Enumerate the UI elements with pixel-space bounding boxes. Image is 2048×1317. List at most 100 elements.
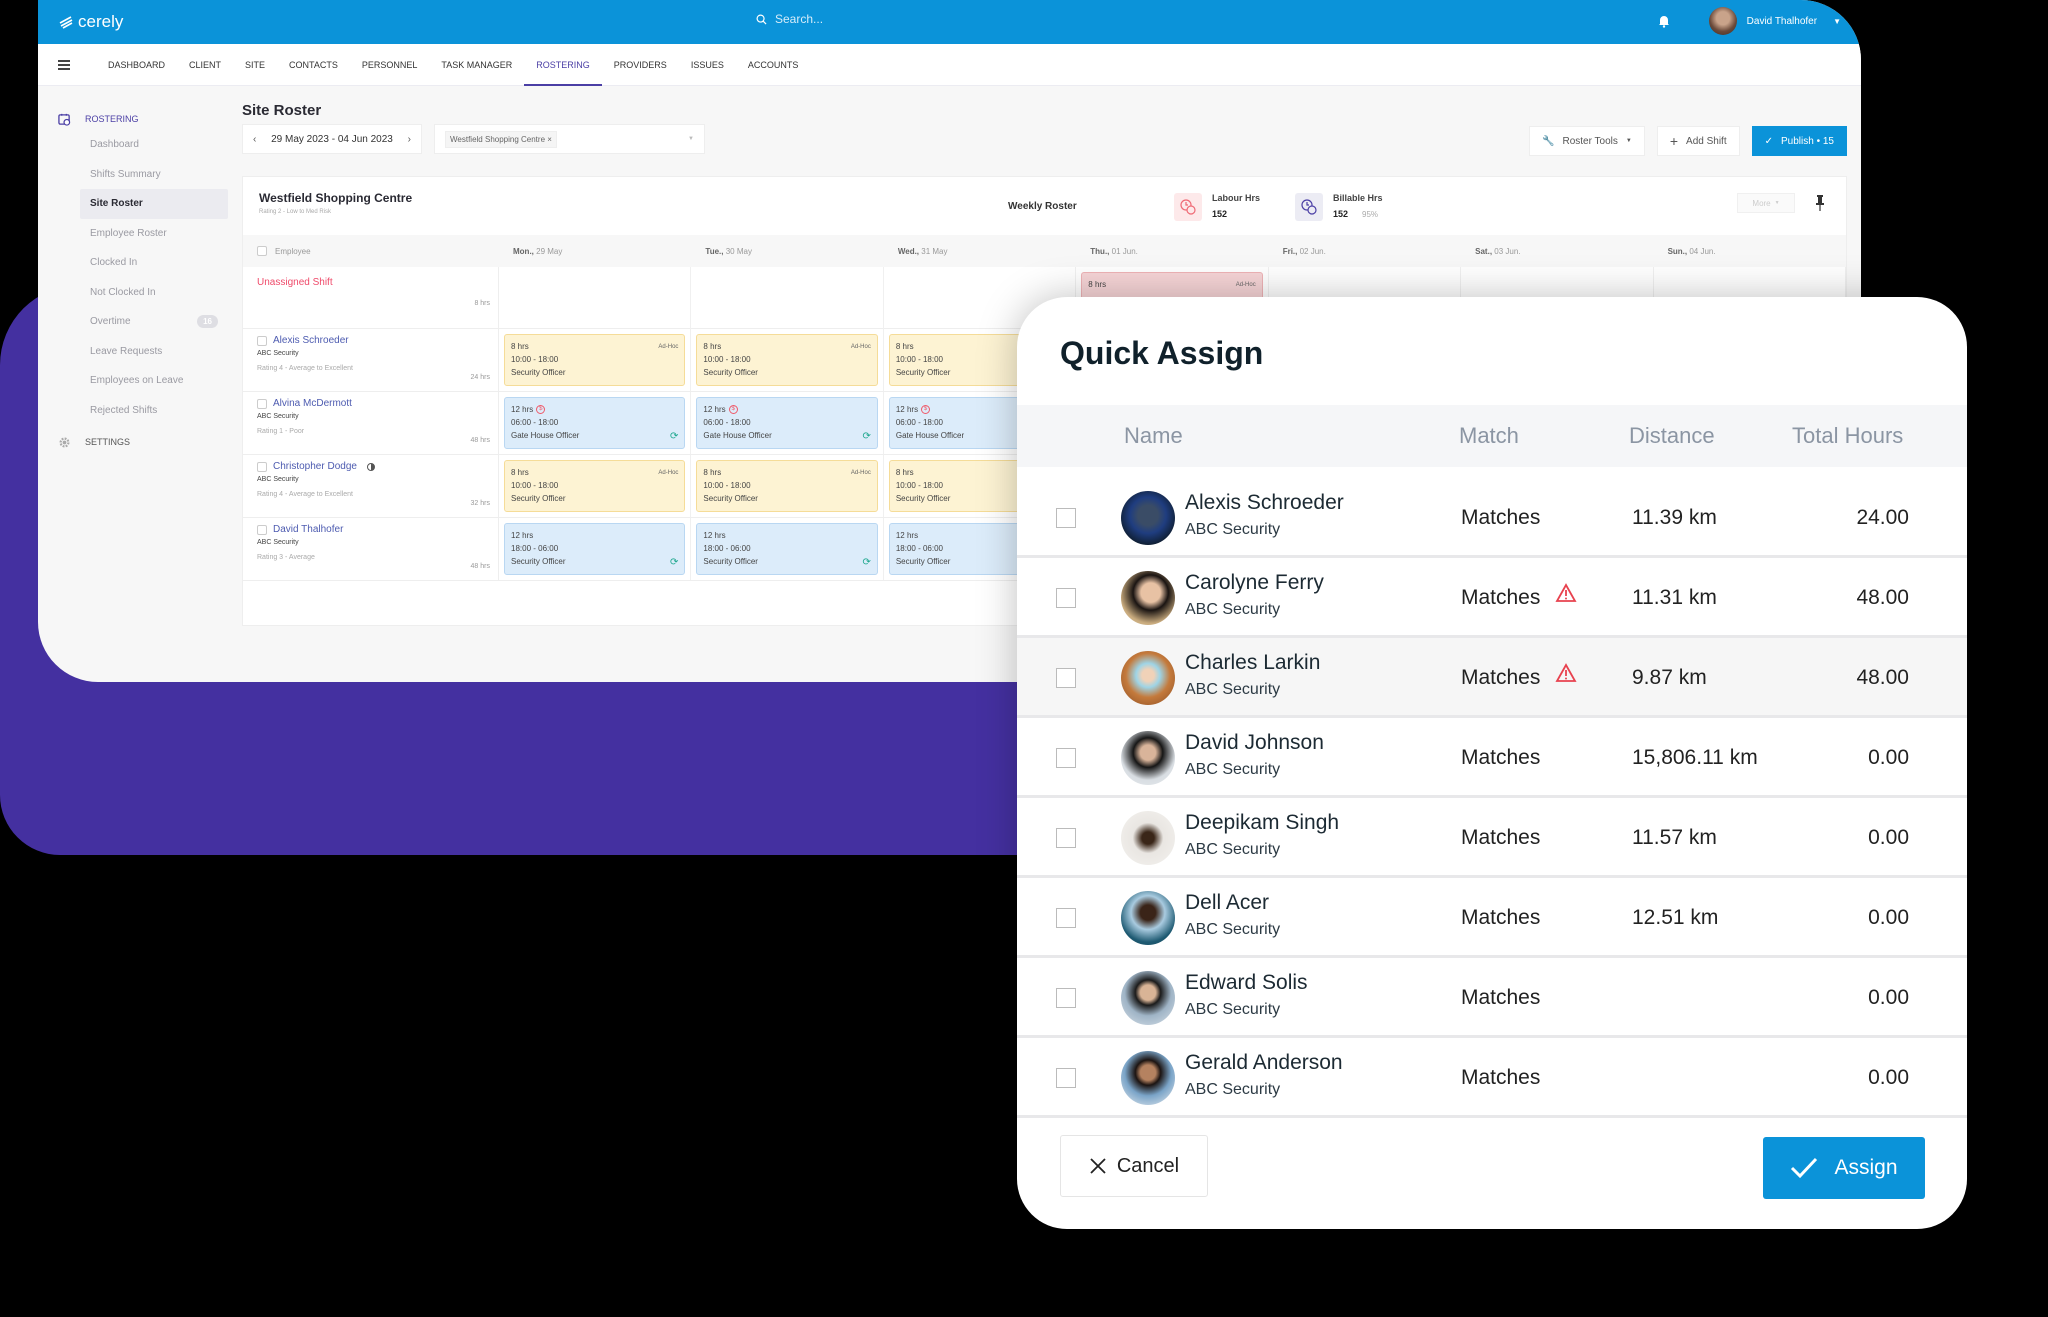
column-header-distance[interactable]: Distance: [1629, 423, 1715, 448]
sidebar-item-not-clocked-in[interactable]: Not Clocked In: [80, 278, 228, 308]
user-name[interactable]: David Thalhofer: [1746, 15, 1818, 27]
search-box[interactable]: Search...: [756, 12, 823, 26]
more-button[interactable]: More ▼: [1737, 193, 1795, 213]
row-checkbox[interactable]: [257, 524, 267, 535]
assign-row[interactable]: Carolyne Ferry ABC Security Matches 11.3…: [1017, 558, 1967, 638]
warning-triangle-icon: [1555, 663, 1577, 682]
total-hours-value: 0.00: [1868, 906, 1909, 929]
sidebar-item-dashboard[interactable]: Dashboard: [80, 130, 228, 160]
shift-card[interactable]: 12 hrs 18:00 - 06:00 Security Officer ⟳: [504, 523, 686, 575]
chevron-down-icon[interactable]: ▼: [688, 136, 694, 142]
roster-tools-button[interactable]: 🔧 Roster Tools ▼: [1529, 126, 1645, 156]
column-header-match[interactable]: Match: [1459, 423, 1519, 448]
row-checkbox[interactable]: [257, 461, 267, 472]
sidebar-item-leave-requests[interactable]: Leave Requests: [80, 337, 228, 367]
sidebar-item-employees-on-leave[interactable]: Employees on Leave: [80, 366, 228, 396]
employee-name-link[interactable]: Alvina McDermott: [273, 398, 352, 409]
employee-hours: 48 hrs: [470, 437, 490, 444]
assign-row[interactable]: Alexis Schroeder ABC Security Matches 11…: [1017, 478, 1967, 558]
nav-dashboard[interactable]: DASHBOARD: [108, 59, 166, 70]
column-header-total-hours[interactable]: Total Hours: [1792, 423, 1904, 448]
match-status: Matches: [1461, 746, 1541, 769]
billable-percent: 95%: [1362, 210, 1379, 219]
row-checkbox[interactable]: [1056, 588, 1076, 608]
chevron-down-icon[interactable]: ▼: [1833, 16, 1841, 26]
pin-icon[interactable]: [1815, 195, 1825, 211]
top-bar: cerely Search... David Thalhofer ▼: [38, 0, 1861, 44]
user-avatar[interactable]: [1708, 7, 1737, 35]
shift-card[interactable]: 8 hrs 10:00 - 18:00 Security Officer Ad-Hoc: [504, 460, 686, 512]
row-checkbox[interactable]: [1056, 748, 1076, 768]
sidebar-item-rejected-shifts[interactable]: Rejected Shifts: [80, 396, 228, 426]
shift-card[interactable]: 12 hrs 18:00 - 06:00 Security Officer ⟳: [696, 523, 878, 575]
employee-name-link[interactable]: Alexis Schroeder: [273, 335, 349, 346]
sidebar-section-rostering[interactable]: ROSTERING: [38, 108, 238, 130]
assign-row[interactable]: David Johnson ABC Security Matches 15,80…: [1017, 718, 1967, 798]
search-input[interactable]: Search...: [775, 12, 824, 26]
nav-contacts[interactable]: CONTACTS: [289, 59, 338, 70]
nav-client[interactable]: CLIENT: [189, 59, 222, 70]
sidebar-item-overtime[interactable]: Overtime 16: [80, 307, 228, 337]
day-header-fri: Fri., 02 Jun.: [1282, 246, 1326, 256]
employee-column-header: Employee: [275, 246, 311, 256]
row-checkbox[interactable]: [1056, 668, 1076, 688]
row-checkbox[interactable]: [1056, 1068, 1076, 1088]
sidebar-section-settings[interactable]: SETTINGS: [38, 431, 238, 453]
nav-issues[interactable]: ISSUES: [690, 59, 724, 70]
distance-value: 12.51 km: [1632, 906, 1719, 929]
employee-name-link[interactable]: David Thalhofer: [273, 524, 344, 535]
hamburger-menu-icon[interactable]: [58, 59, 70, 70]
sidebar-item-label: Clocked In: [90, 257, 138, 269]
avatar: [1121, 731, 1175, 785]
row-checkbox[interactable]: [257, 335, 267, 346]
avatar: [1121, 811, 1175, 865]
nav-site[interactable]: SITE: [245, 59, 266, 70]
nav-rostering[interactable]: ROSTERING: [524, 44, 602, 86]
row-checkbox[interactable]: [1056, 988, 1076, 1008]
shift-card[interactable]: 8 hrs 10:00 - 18:00 Security Officer Ad-Hoc: [696, 460, 878, 512]
nav-personnel[interactable]: PERSONNEL: [361, 59, 418, 70]
sync-icon: ⟳: [862, 431, 871, 442]
sidebar-item-shifts-summary[interactable]: Shifts Summary: [80, 160, 228, 190]
nav-task-manager[interactable]: TASK MANAGER: [441, 59, 513, 70]
sidebar-item-clocked-in[interactable]: Clocked In: [80, 248, 228, 278]
nav-accounts[interactable]: ACCOUNTS: [747, 59, 799, 70]
sidebar-item-site-roster[interactable]: Site Roster: [80, 189, 228, 219]
avatar: [1121, 571, 1175, 625]
date-range-picker[interactable]: ‹ 29 May 2023 - 04 Jun 2023 ›: [242, 124, 422, 154]
candidate-name: Deepikam Singh: [1185, 811, 1340, 834]
sidebar-item-label: Site Roster: [90, 198, 143, 210]
row-checkbox[interactable]: [1056, 508, 1076, 528]
billable-clock-dollar-icon: [1295, 193, 1323, 221]
chevron-left-icon[interactable]: ‹: [253, 133, 257, 145]
bell-icon[interactable]: [1657, 14, 1671, 28]
assign-button[interactable]: Assign: [1763, 1137, 1925, 1199]
add-shift-button[interactable]: + Add Shift: [1656, 126, 1740, 156]
assign-row[interactable]: Edward Solis ABC Security Matches 0.00: [1017, 958, 1967, 1038]
nav-providers[interactable]: PROVIDERS: [613, 59, 667, 70]
sidebar-item-employee-roster[interactable]: Employee Roster: [80, 219, 228, 249]
shift-card[interactable]: 12 hrs $06:00 - 18:00 Gate House Officer ⟳: [504, 397, 686, 449]
assign-row[interactable]: Deepikam Singh ABC Security Matches 11.5…: [1017, 798, 1967, 878]
chevron-right-icon[interactable]: ›: [407, 133, 411, 145]
row-checkbox[interactable]: [1056, 908, 1076, 928]
assign-row[interactable]: Charles Larkin ABC Security Matches 9.87…: [1017, 638, 1967, 718]
shift-card[interactable]: 8 hrs 10:00 - 18:00 Security Officer Ad-Hoc: [696, 334, 878, 386]
publish-button[interactable]: ✓ Publish • 15: [1751, 126, 1847, 156]
calendar-clock-icon: [58, 113, 71, 126]
assign-row[interactable]: Gerald Anderson ABC Security Matches 0.0…: [1017, 1038, 1967, 1118]
assign-label: Assign: [1834, 1156, 1898, 1179]
row-checkbox[interactable]: [1056, 828, 1076, 848]
select-all-checkbox[interactable]: [257, 246, 267, 256]
site-chip[interactable]: Westfield Shopping Centre ×: [445, 130, 557, 148]
shift-card[interactable]: 8 hrs 10:00 - 18:00 Security Officer Ad-Hoc: [504, 334, 686, 386]
brand-logo[interactable]: cerely: [58, 12, 123, 32]
site-select[interactable]: Westfield Shopping Centre × ▼: [434, 124, 705, 154]
employee-name-link[interactable]: Christopher Dodge: [273, 461, 357, 472]
column-header-name[interactable]: Name: [1124, 423, 1183, 448]
day-header-thu: Thu., 01 Jun.: [1090, 246, 1138, 256]
shift-card[interactable]: 12 hrs $06:00 - 18:00 Gate House Officer ⟳: [696, 397, 878, 449]
row-checkbox[interactable]: [257, 398, 267, 409]
assign-row[interactable]: Dell Acer ABC Security Matches 12.51 km …: [1017, 878, 1967, 958]
cancel-button[interactable]: Cancel: [1060, 1135, 1208, 1197]
